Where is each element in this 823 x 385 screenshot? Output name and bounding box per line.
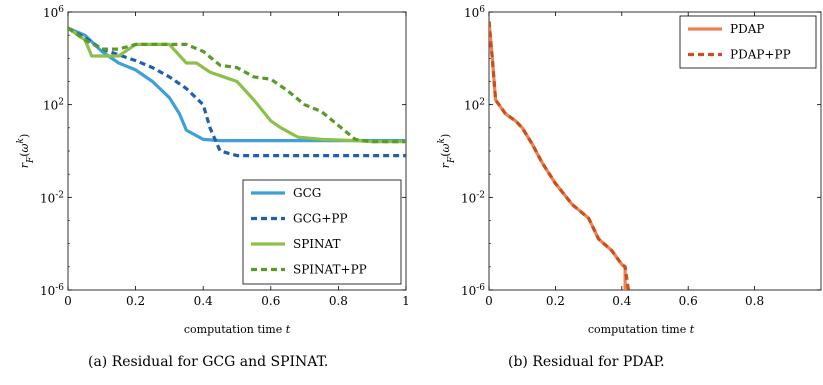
- series-line-spinat-pppp: [68, 26, 406, 144]
- y-axis-label: rF(ωk): [16, 134, 36, 169]
- x-tick-label: 1: [402, 294, 410, 308]
- y-axis-label: rF(ωk): [437, 134, 457, 169]
- y-tick-label: 106: [43, 5, 64, 20]
- y-tick-label: 102: [464, 98, 485, 113]
- y-tick-label: 10-2: [40, 190, 64, 205]
- legend-label: SPINAT: [293, 237, 341, 251]
- chart-a: 0 0.2 0.4 0.6 0.8 1 10-6 10-2 102 106 computation …: [16, 5, 410, 336]
- series-line-spinat: [68, 26, 406, 144]
- series-line-pdap-pppp: [489, 21, 630, 291]
- x-tick-label: 0.2: [546, 294, 565, 308]
- y-tick-label: 10-6: [461, 283, 485, 298]
- legend-label: GCG: [293, 186, 321, 200]
- legend-label: PDAP: [730, 22, 764, 36]
- caption-a: (a) Residual for GCG and SPINAT.: [88, 354, 329, 370]
- x-tick-label: 0.8: [745, 294, 764, 308]
- x-axis-label: computation time t: [588, 323, 695, 336]
- legend-label: SPINAT+PP: [293, 263, 367, 277]
- legend-label: PDAP+PP: [730, 48, 791, 62]
- x-axis-label: computation time t: [184, 323, 291, 336]
- x-tick-label: 0.6: [261, 294, 280, 308]
- legend-label: GCG+PP: [293, 212, 348, 226]
- chart-b: 0 0.2 0.4 0.6 0.8 10-6 10-2 102 106 computation t…: [437, 5, 822, 336]
- x-tick-label: 0.6: [679, 294, 698, 308]
- series-line-gcg-pppp: [68, 26, 406, 158]
- legend-box: [242, 179, 402, 285]
- x-tick-label: 0: [64, 294, 72, 308]
- series-line-gcg: [68, 26, 406, 143]
- x-tick-label: 0.4: [194, 294, 213, 308]
- legend: GCG GCG+PP SPINAT SPINAT+PP: [242, 179, 402, 285]
- y-tick-label: 102: [43, 98, 64, 113]
- x-tick-label: 0.4: [612, 294, 631, 308]
- legend: PDAP PDAP+PP: [679, 15, 817, 69]
- caption-b: (b) Residual for PDAP.: [508, 354, 665, 370]
- legend-box: [679, 15, 817, 69]
- y-tick-label: 10-2: [461, 190, 485, 205]
- x-tick-label: 0: [485, 294, 493, 308]
- y-tick-label: 106: [464, 5, 485, 20]
- series-line-pdap: [489, 21, 627, 290]
- y-tick-label: 10-6: [40, 283, 64, 298]
- x-tick-label: 0.8: [329, 294, 348, 308]
- x-tick-label: 0.2: [126, 294, 145, 308]
